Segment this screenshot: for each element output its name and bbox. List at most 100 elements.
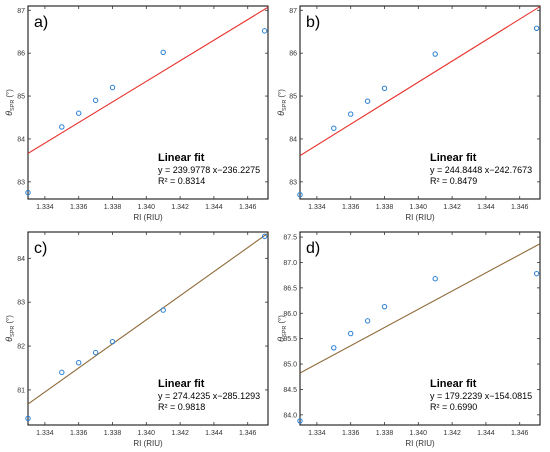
y-tick-label: 85.5	[283, 336, 297, 343]
x-tick-label: 1.334	[308, 204, 326, 211]
y-tick-label: 86.0	[283, 311, 297, 318]
panel-label: b)	[306, 14, 320, 31]
x-tick-label: 1.340	[138, 204, 156, 211]
y-axis-subscript: SPR	[282, 100, 288, 111]
y-tick-label: 85	[17, 94, 25, 101]
x-tick-label: 1.344	[477, 204, 495, 211]
x-tick-label: 1.344	[205, 430, 223, 437]
panel-4: 1.334 1.336 1.338 1.340 1.342 1.344 1.346 84.0 8…	[276, 231, 541, 448]
data-point	[432, 276, 438, 282]
fit-r-squared: R² = 0.9818	[158, 402, 205, 412]
y-axis-subscript: SPR	[282, 326, 288, 337]
y-tick-label: 85	[289, 94, 297, 101]
fit-line	[300, 6, 540, 157]
x-tick-label: 1.342	[443, 430, 461, 437]
data-point	[381, 303, 388, 310]
y-axis-label: θSPR (°)	[276, 89, 288, 116]
panel-1: 1.334 1.336 1.338 1.340 1.342 1.344 1.346 83 84 8…	[4, 5, 269, 222]
y-tick-label: 86	[289, 51, 297, 58]
data-point	[261, 28, 268, 34]
y-axis-label: θSPR (°)	[276, 315, 288, 342]
x-tick-label: 1.344	[205, 204, 223, 211]
fit-equation: y = 179.2239 x−154.0815	[430, 391, 532, 401]
fit-legend-title: Linear fit	[158, 152, 205, 164]
fit-r-squared: R² = 0.8314	[158, 176, 205, 186]
data-point	[160, 49, 166, 56]
panel-label: d)	[306, 240, 320, 257]
data-point	[348, 111, 354, 117]
y-tick-label: 83	[289, 179, 297, 186]
panel-label: a)	[34, 14, 48, 31]
data-point	[533, 270, 540, 277]
x-tick-label: 1.346	[511, 430, 529, 437]
panel-label: c)	[34, 240, 47, 257]
y-tick-label: 84	[289, 136, 297, 143]
data-point	[533, 25, 540, 32]
fit-equation: y = 239.9778 x−236.2275	[158, 165, 260, 175]
x-axis-label: RI (RIU)	[405, 213, 435, 222]
fit-line	[28, 6, 268, 154]
y-axis-label: θSPR (°)	[4, 315, 16, 342]
x-tick-label: 1.346	[239, 430, 257, 437]
plot-frame	[27, 5, 269, 200]
data-point	[76, 110, 82, 116]
data-point	[432, 51, 438, 57]
y-axis-symbol: θ	[276, 337, 286, 342]
plot-frame	[299, 5, 541, 200]
plot-frame	[27, 231, 269, 426]
data-point	[92, 349, 99, 356]
x-tick-label: 1.336	[70, 204, 88, 211]
x-tick-label: 1.342	[443, 204, 461, 211]
y-tick-label: 87	[289, 8, 297, 15]
y-tick-label: 83	[17, 300, 25, 307]
data-point	[160, 307, 166, 313]
fit-equation: y = 244.8448 x−242.7673	[430, 165, 532, 175]
y-tick-label: 81	[17, 387, 25, 394]
data-point	[59, 124, 65, 130]
x-tick-label: 1.338	[104, 430, 122, 437]
y-tick-label: 84.0	[283, 412, 297, 419]
x-tick-label: 1.338	[104, 204, 122, 211]
x-tick-label: 1.346	[239, 204, 257, 211]
x-tick-label: 1.346	[511, 204, 529, 211]
x-tick-label: 1.336	[342, 430, 360, 437]
y-tick-label: 82	[17, 344, 25, 351]
data-point	[381, 85, 388, 92]
y-tick-label: 85.0	[283, 362, 297, 369]
y-tick-label: 87	[17, 8, 25, 15]
y-tick-label: 87.0	[283, 260, 297, 267]
x-tick-label: 1.342	[171, 204, 189, 211]
y-axis-symbol: θ	[4, 337, 14, 342]
x-tick-label: 1.338	[376, 430, 394, 437]
x-tick-label: 1.336	[70, 430, 88, 437]
data-point	[25, 415, 31, 422]
y-axis-unit: (°)	[5, 315, 14, 324]
y-axis-label: θSPR (°)	[4, 89, 16, 116]
x-axis-label: RI (RIU)	[133, 213, 163, 222]
x-axis-label: RI (RIU)	[133, 439, 163, 448]
y-axis-unit: (°)	[277, 89, 286, 98]
data-point	[25, 189, 31, 196]
y-axis-unit: (°)	[277, 315, 286, 324]
x-axis-label: RI (RIU)	[405, 439, 435, 448]
data-point	[297, 418, 303, 424]
panel-3: 1.334 1.336 1.338 1.340 1.342 1.344 1.346 81 82 8…	[4, 231, 269, 448]
data-point	[348, 330, 354, 337]
data-point	[109, 338, 116, 345]
data-point	[261, 233, 268, 240]
y-axis-symbol: θ	[276, 111, 286, 116]
data-point	[59, 369, 65, 376]
fit-r-squared: R² = 0.8479	[430, 176, 477, 186]
fit-legend-title: Linear fit	[430, 378, 477, 390]
y-tick-label: 84	[17, 256, 25, 263]
y-tick-label: 84.5	[283, 387, 297, 394]
data-point	[109, 84, 116, 91]
x-tick-label: 1.340	[138, 430, 156, 437]
panel-2: 1.334 1.336 1.338 1.340 1.342 1.344 1.346 83 84 8…	[276, 5, 541, 222]
x-tick-label: 1.336	[342, 204, 360, 211]
y-axis-symbol: θ	[4, 111, 14, 116]
y-axis-unit: (°)	[5, 89, 14, 98]
x-tick-label: 1.334	[36, 430, 54, 437]
data-point	[92, 97, 99, 104]
x-tick-label: 1.334	[36, 204, 54, 211]
